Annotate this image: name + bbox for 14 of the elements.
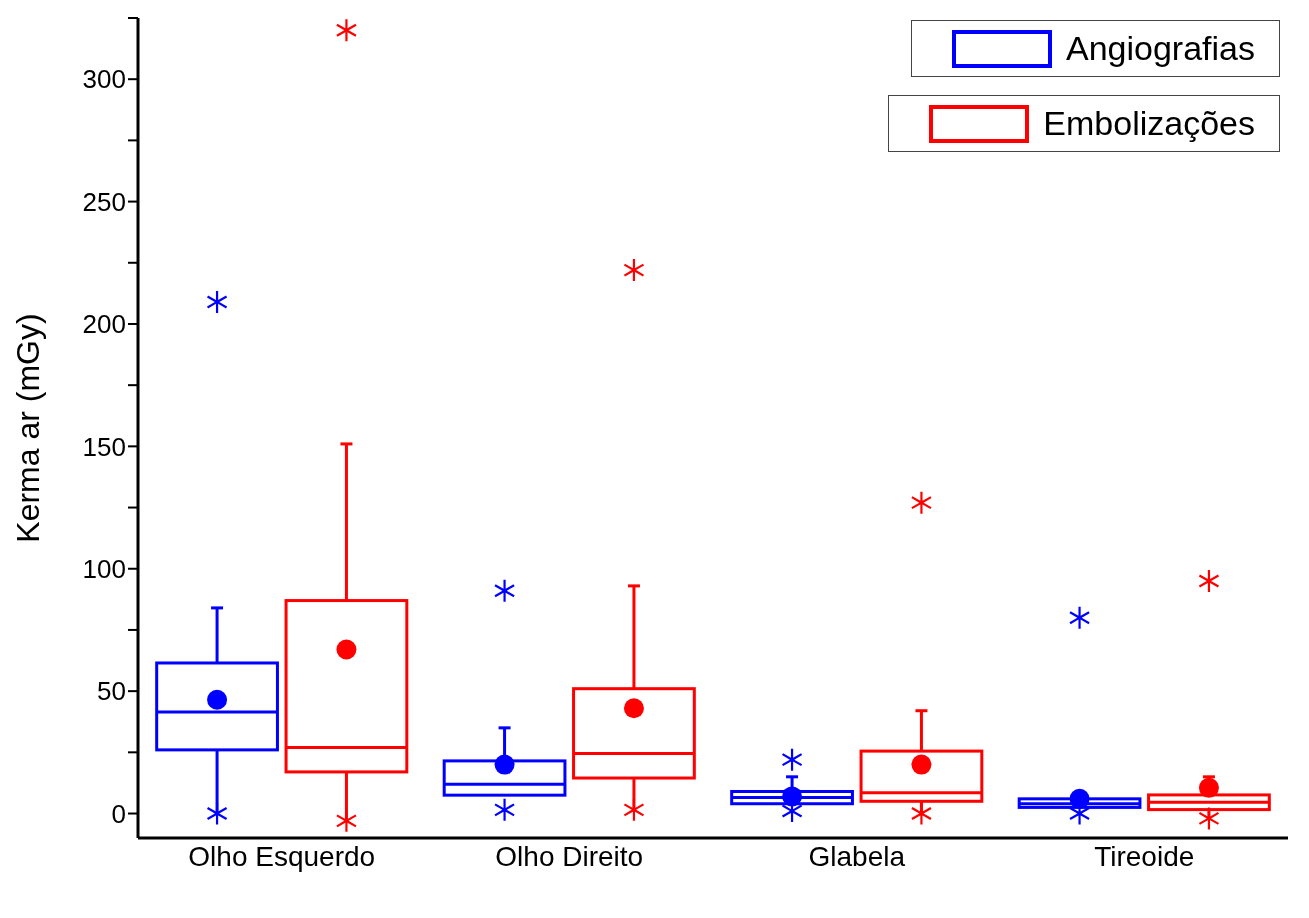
y-axis-title: Kerma ar (mGy) xyxy=(10,313,47,543)
y-tick-label: 0 xyxy=(111,798,126,829)
legend-label: Angiografias xyxy=(1065,29,1255,68)
x-tick-label: Glabela xyxy=(808,840,906,872)
y-tick-label: 100 xyxy=(82,553,126,584)
legend-label: Embolizações xyxy=(1043,104,1255,143)
y-tick-label: 150 xyxy=(82,431,126,462)
x-tick-label: Olho Direito xyxy=(495,840,644,872)
y-tick-label: 250 xyxy=(82,186,126,217)
x-tick-label: Olho Esquerdo xyxy=(188,840,376,872)
y-tick-label: 300 xyxy=(82,64,126,95)
y-tick-label: 50 xyxy=(97,676,126,707)
y-tick-label: 200 xyxy=(82,309,126,340)
x-tick-label: Tireoide xyxy=(1094,840,1195,872)
